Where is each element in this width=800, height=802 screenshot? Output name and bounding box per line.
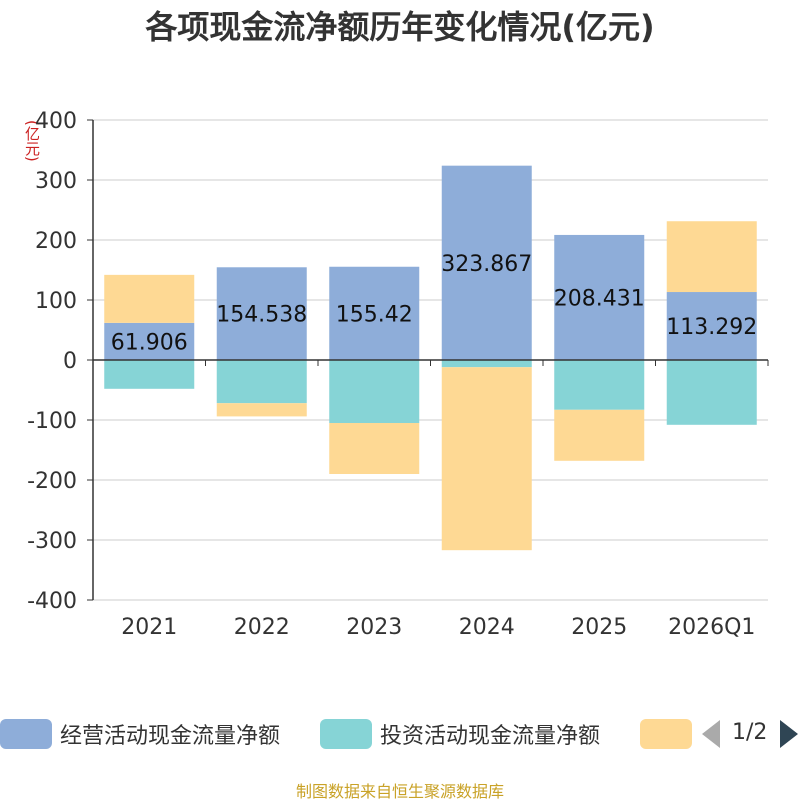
bar-2021-series-0: [104, 322, 195, 360]
bar-2021-series-2: [104, 274, 195, 323]
x-tick-label-2026Q1: 2026Q1: [668, 615, 755, 640]
x-tick-label-2023: 2023: [346, 615, 402, 640]
y-tick-label: -400: [27, 589, 77, 614]
legend-swatch-investing: [320, 719, 372, 749]
legend-swatch-financing: [640, 719, 692, 749]
legend-item-investing[interactable]: 投资活动现金流量净额: [320, 712, 600, 756]
bar-2026Q1-series-2: [666, 221, 757, 293]
x-tick-label-2024: 2024: [459, 615, 515, 640]
y-tick-label: 300: [35, 169, 77, 194]
legend-label-operating: 经营活动现金流量净额: [60, 724, 281, 749]
bar-2024-series-2: [441, 367, 532, 551]
y-tick-label: 200: [35, 229, 77, 254]
legend: 经营活动现金流量净额 投资活动现金流量净额: [0, 712, 800, 756]
bar-2023-series-2: [329, 423, 420, 474]
bar-2022-series-2: [216, 403, 307, 417]
bar-2023-series-1: [329, 360, 420, 423]
legend-item-operating[interactable]: 经营活动现金流量净额: [0, 712, 280, 756]
chart-title: 各项现金流净额历年变化情况(亿元): [145, 8, 655, 46]
data-label-2025: 208.431: [554, 286, 645, 311]
data-label-2021: 61.906: [111, 330, 188, 355]
legend-pager: 1/2: [700, 712, 800, 756]
legend-page-indicator: 1/2: [732, 720, 768, 745]
bar-2023-series-0: [329, 266, 420, 360]
data-label-2024: 323.867: [441, 252, 532, 277]
bar-2024-series-0: [441, 165, 532, 360]
x-tick-label-2025: 2025: [571, 615, 627, 640]
bar-2025-series-0: [554, 234, 645, 360]
bar-2025-series-2: [554, 409, 645, 461]
data-label-2022: 154.538: [216, 303, 307, 328]
x-tick-label-2022: 2022: [234, 615, 290, 640]
bar-2022-series-0: [216, 267, 307, 360]
legend-item-financing[interactable]: [640, 712, 700, 756]
bar-2026Q1-series-0: [666, 292, 757, 360]
bar-2022-series-1: [216, 360, 307, 404]
y-tick-label: -100: [27, 409, 77, 434]
bar-2021-series-1: [104, 360, 195, 389]
legend-label-investing: 投资活动现金流量净额: [380, 724, 601, 749]
legend-next-page-icon[interactable]: [780, 720, 798, 748]
y-tick-label: 100: [35, 289, 77, 314]
bar-2024-series-1: [441, 360, 532, 368]
data-source-note: 制图数据来自恒生聚源数据库: [295, 782, 504, 801]
y-tick-label: 400: [35, 109, 77, 134]
bar-2025-series-1: [554, 360, 645, 410]
data-label-2026Q1: 113.292: [666, 315, 757, 340]
data-label-2023: 155.42: [336, 302, 413, 327]
y-tick-label: -200: [27, 469, 77, 494]
y-tick-label: 0: [63, 349, 77, 374]
legend-prev-page-icon[interactable]: [702, 720, 720, 748]
bar-2026Q1-series-1: [666, 360, 757, 425]
y-axis-unit-label: (亿元): [23, 120, 41, 162]
legend-swatch-operating: [0, 719, 52, 749]
y-tick-label: -300: [27, 529, 77, 554]
x-tick-label-2021: 2021: [121, 615, 177, 640]
chart-canvas: 400 300 200 100 0 -100 -200 -300 -400 61.906 154.5…: [27, 109, 769, 640]
